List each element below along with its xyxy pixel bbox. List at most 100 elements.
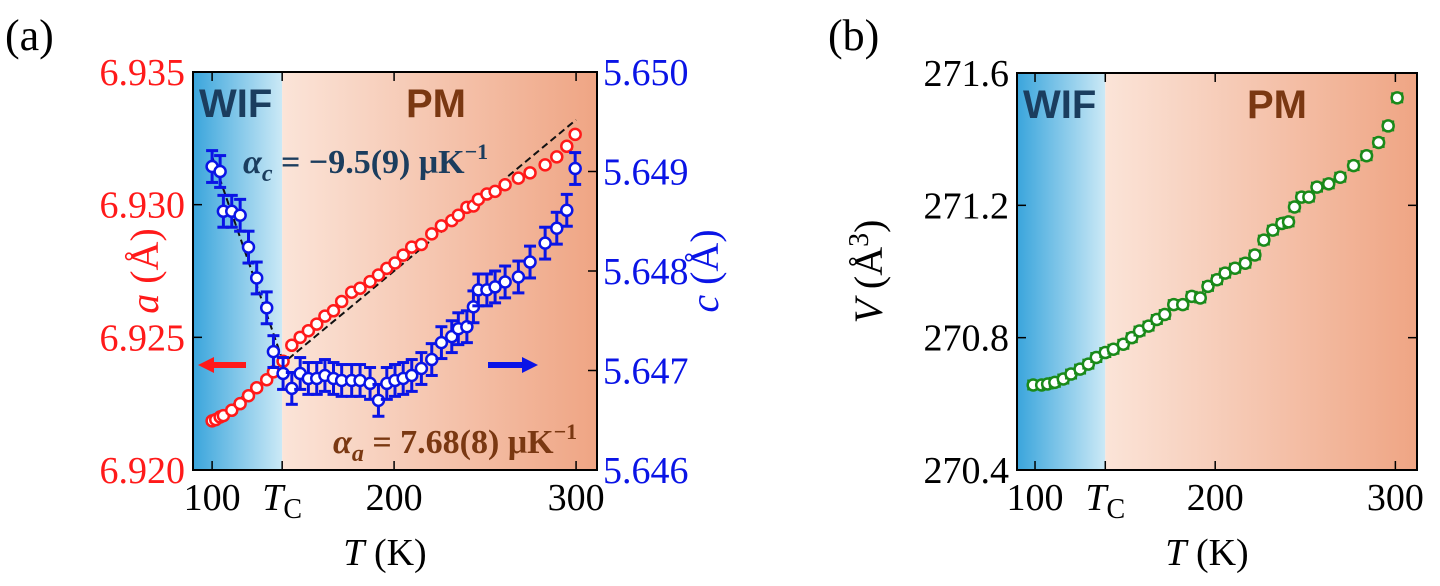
data-point <box>404 368 419 383</box>
data-point <box>363 274 377 289</box>
data-point <box>1157 307 1172 322</box>
data-point <box>434 219 449 233</box>
data-point <box>1176 297 1190 312</box>
y-left-tick-label: 271.2 <box>924 185 1010 227</box>
y-left-tick-label: 271.6 <box>924 53 1010 95</box>
data-point <box>1238 256 1253 270</box>
data-point <box>353 281 367 295</box>
x-tick-label: 300 <box>548 477 605 519</box>
x-axis-label: T (K) <box>1165 532 1248 574</box>
alpha-subscript: a <box>352 441 364 467</box>
data-point <box>425 227 439 241</box>
data-point <box>414 361 429 376</box>
y-right-tick-label: 5.649 <box>603 152 689 194</box>
data-point <box>1381 119 1395 133</box>
x-axis-label: T (K) <box>343 532 426 574</box>
y-right-axis-label-var: c <box>682 295 727 313</box>
arrow-right-head-icon <box>522 357 538 373</box>
x-axis-label-unit: (K) <box>1186 532 1248 574</box>
data-point <box>233 396 247 411</box>
data-point <box>434 335 449 350</box>
data-point <box>1201 279 1215 294</box>
y-left-tick-label: 6.935 <box>100 52 186 94</box>
data-point <box>396 248 410 262</box>
y-left-tick-label: 6.925 <box>100 317 186 359</box>
data-point <box>285 338 299 353</box>
data-point <box>241 240 256 254</box>
region-label-wif: WIF <box>1023 83 1096 127</box>
y-right-tick-label: 5.650 <box>603 52 689 94</box>
x-tick-label: 100 <box>184 477 241 519</box>
alpha-subscript: c <box>262 161 273 187</box>
data-point <box>1359 148 1374 163</box>
y-left-tick-label: 6.920 <box>100 450 186 492</box>
y-left-axis-label-close: ) <box>846 220 891 233</box>
data-point <box>1346 158 1361 173</box>
data-point <box>550 221 564 235</box>
panel-label: (a) <box>5 11 54 60</box>
data-point <box>225 403 239 418</box>
data-point <box>550 150 564 164</box>
alpha-symbol: α <box>243 144 263 181</box>
data-point <box>451 208 466 223</box>
plot-frame <box>192 71 598 471</box>
y-right-axis-label-unit: (Å) <box>682 229 727 295</box>
annotation-alpha-a: αa = 7.68(8) μK−1 <box>333 419 577 467</box>
x-tick-label-var: T <box>262 477 286 519</box>
x-tick-label-sub: C <box>283 494 302 525</box>
x-tick-label: TC <box>1085 477 1125 525</box>
data-point <box>560 139 574 154</box>
data-point <box>334 294 349 309</box>
region-pm <box>1105 73 1417 470</box>
data-point <box>498 275 512 289</box>
data-point <box>523 255 537 269</box>
data-point <box>1310 180 1324 194</box>
data-point <box>1321 177 1336 191</box>
alpha-value: = −9.5(9) μK <box>272 144 465 181</box>
annotation-alpha-c: αc = −9.5(9) μK−1 <box>243 139 488 187</box>
region-label-wif: WIF <box>199 82 272 126</box>
data-point <box>371 268 386 282</box>
data-point <box>1266 223 1280 237</box>
data-point <box>1371 135 1386 150</box>
y-left-axis-label: V (Å3) <box>844 220 891 324</box>
data-point <box>538 236 552 250</box>
data-point <box>560 203 574 218</box>
alpha-symbol: α <box>333 424 353 461</box>
data-point <box>568 127 582 142</box>
x-tick-label: 200 <box>1187 477 1244 519</box>
data-point <box>1248 248 1262 262</box>
data-point <box>241 388 256 403</box>
data-point <box>511 171 526 185</box>
y-left-tick-label: 270.8 <box>924 318 1010 360</box>
y-left-axis-label-unit: (Å) <box>122 228 167 294</box>
y-left-axis-label-sup: 3 <box>844 233 875 247</box>
data-point <box>309 317 324 331</box>
data-point <box>1257 233 1271 247</box>
data-point <box>233 208 247 223</box>
data-point <box>213 164 227 179</box>
region-wif <box>1017 73 1106 470</box>
data-point <box>511 270 526 284</box>
x-tick-label-var: T <box>1085 477 1109 519</box>
x-tick-label: TC <box>262 477 302 525</box>
region-label-pm: PM <box>1247 83 1307 127</box>
fit-line-c <box>211 156 285 362</box>
alpha-value: = 7.68(8) μK <box>364 424 554 461</box>
alpha-superscript: −1 <box>465 139 489 164</box>
y-left-tick-label: 6.930 <box>100 185 186 227</box>
x-tick-label: 100 <box>1007 477 1064 519</box>
y-right-tick-label: 5.648 <box>603 251 689 293</box>
data-point <box>498 178 512 192</box>
data-point <box>301 323 316 338</box>
x-axis-label-var: T <box>1165 532 1189 574</box>
data-point <box>488 184 502 199</box>
alpha-superscript: −1 <box>554 419 578 444</box>
data-point <box>266 344 281 359</box>
plot-frame <box>1016 72 1418 471</box>
y-left-axis-label-var: V <box>846 294 891 323</box>
region-pm <box>282 72 597 470</box>
y-left-axis-label: a (Å) <box>122 228 167 314</box>
y-left-tick-label: 270.4 <box>924 450 1010 492</box>
